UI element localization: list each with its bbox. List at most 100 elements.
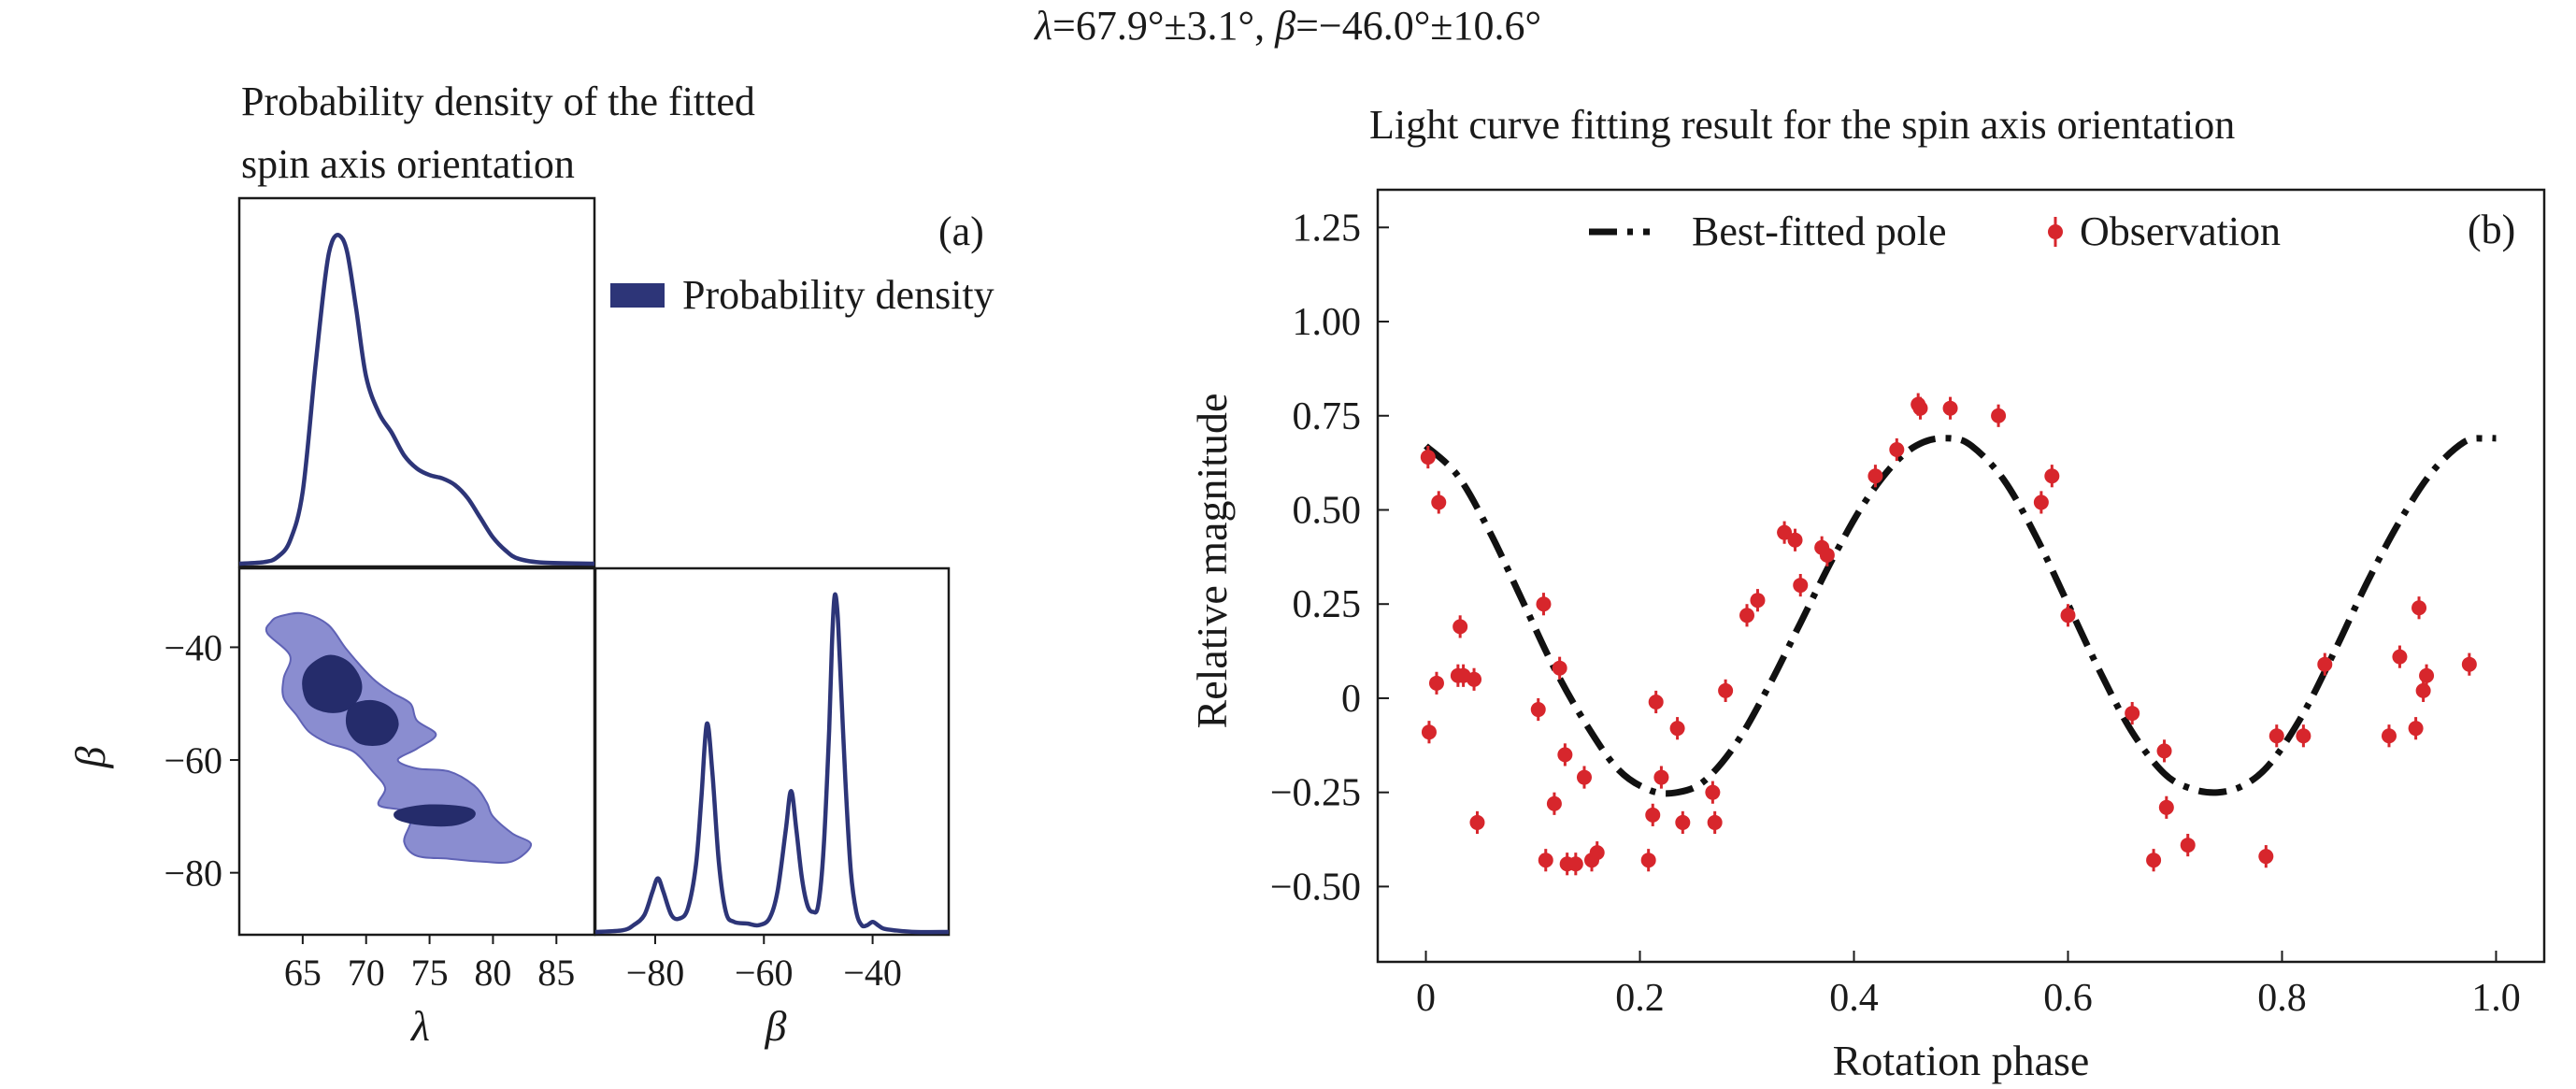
contour-inner-region-1 xyxy=(302,654,363,713)
beta-marginal-x-axis: −80 −60 −40 xyxy=(626,935,902,994)
observation-point xyxy=(1421,724,1437,740)
lightcurve-y-tick-label: −0.25 xyxy=(1270,772,1361,815)
observation-point xyxy=(1576,769,1592,785)
lambda-marginal-subplot xyxy=(237,196,596,568)
lightcurve-x-axis-label: Rotation phase xyxy=(1833,1037,2090,1084)
observation-point xyxy=(1942,400,1958,416)
observation-point xyxy=(1707,814,1723,830)
beta-marginal-x-axis-label: β xyxy=(765,1002,787,1050)
contour-y-tick-label: −60 xyxy=(164,739,222,781)
observation-point xyxy=(1589,845,1605,861)
observation-point xyxy=(2146,853,2162,868)
observation-point xyxy=(2408,721,2424,737)
lightcurve-x-tick-label: 0.2 xyxy=(1615,977,1665,1020)
suptitle: λ=67.9°±3.1°, β=−46.0°±10.6° xyxy=(1033,3,1541,49)
lightcurve-y-tick-label: 0.75 xyxy=(1293,395,1362,438)
contour-inner-region-2 xyxy=(345,699,399,746)
contour-y-tick-label: −40 xyxy=(164,626,222,668)
observation-point xyxy=(1546,795,1562,811)
legend-label-probability-density: Probability density xyxy=(682,272,995,318)
lightcurve-y-axis-label: Relative magnitude xyxy=(1188,394,1236,729)
contour-x-tick-label: 65 xyxy=(284,952,322,994)
legend-marker-observation xyxy=(2048,224,2063,239)
contour-x-axis: 65 70 75 80 85 xyxy=(284,935,575,994)
lambda-marginal-density-line xyxy=(238,233,595,566)
observation-points xyxy=(1420,393,2477,876)
lightcurve-y-tick-label: −0.50 xyxy=(1270,866,1361,909)
observation-point xyxy=(1557,747,1573,763)
observation-point xyxy=(1428,675,1444,691)
beta-marginal-x-tick-label: −60 xyxy=(735,952,794,994)
legend-label-best-fitted-pole: Best-fitted pole xyxy=(1692,208,1947,254)
panel-b-label: (b) xyxy=(2468,207,2515,252)
observation-point xyxy=(2158,799,2174,815)
observation-point xyxy=(1640,853,1656,868)
observation-point xyxy=(2060,608,2076,623)
lightcurve-x-tick-label: 0.4 xyxy=(1829,977,1879,1020)
legend-swatch-probability-density xyxy=(610,283,665,308)
observation-point xyxy=(1567,856,1583,872)
panel-b-title: Light curve fitting result for the spin … xyxy=(1369,102,2235,148)
contour-x-tick-label: 75 xyxy=(411,952,449,994)
panel-a-title-line-2: spin axis orientation xyxy=(241,141,575,187)
observation-point xyxy=(1420,450,1436,466)
panel-b: Light curve fitting result for the spin … xyxy=(1188,102,2546,1084)
observation-point xyxy=(1750,593,1766,609)
panel-a: Probability density of the fitted spin a… xyxy=(66,79,995,1050)
observation-point xyxy=(1530,702,1546,718)
lightcurve-y-tick-label: 0 xyxy=(1341,678,1361,721)
observation-point xyxy=(1868,468,1883,484)
best-fitted-pole-curve xyxy=(1424,435,2497,797)
observation-point xyxy=(1889,442,1905,458)
observation-point xyxy=(2392,649,2408,665)
observation-point xyxy=(1669,721,1685,737)
panel-a-title-line-1: Probability density of the fitted xyxy=(241,79,755,124)
suptitle-lambda-symbol: λ xyxy=(1033,3,1052,49)
suptitle-beta-value: =−46.0°±10.6° xyxy=(1295,3,1541,49)
lightcurve-x-tick-label: 0.8 xyxy=(2257,977,2307,1020)
observation-point xyxy=(1453,619,1468,635)
observation-point xyxy=(2419,667,2435,683)
lightcurve-y-axis: 1.25 1.00 0.75 0.50 0.25 0 −0.25 −0.50 xyxy=(1270,207,1389,909)
observation-point xyxy=(2156,743,2172,759)
contour-inner-region-3 xyxy=(394,804,476,827)
lightcurve-y-tick-label: 1.25 xyxy=(1293,207,1362,250)
observation-point xyxy=(2461,656,2477,672)
observation-point xyxy=(2125,706,2140,722)
observation-point xyxy=(1787,532,1803,548)
observation-point xyxy=(1718,682,1734,698)
observation-point xyxy=(1645,807,1661,823)
beta-marginal-subplot: −80 −60 −40 β xyxy=(594,566,951,1050)
contour-y-axis-label: β xyxy=(66,746,114,768)
observation-point xyxy=(1777,524,1793,540)
contour-x-axis-label: λ xyxy=(409,1002,430,1050)
lambda-marginal-frame xyxy=(237,196,596,568)
panel-b-plot-frame xyxy=(1376,188,2546,964)
suptitle-lambda-value: =67.9°±3.1°, xyxy=(1052,3,1275,49)
observation-point xyxy=(2044,468,2060,484)
observation-point xyxy=(2415,682,2431,698)
observation-point xyxy=(1648,694,1664,709)
contour-x-tick-label: 70 xyxy=(348,952,385,994)
contour-y-tick-label: −80 xyxy=(164,853,222,895)
observation-point xyxy=(1819,547,1835,563)
beta-marginal-x-tick-label: −80 xyxy=(626,952,685,994)
lightcurve-y-tick-label: 0.25 xyxy=(1293,583,1362,626)
beta-marginal-density-line xyxy=(594,592,950,935)
contour-x-tick-label: 85 xyxy=(537,952,575,994)
lightcurve-y-tick-label: 0.50 xyxy=(1293,489,1362,532)
panel-a-label: (a) xyxy=(938,208,984,254)
observation-point xyxy=(2317,656,2333,672)
observation-point xyxy=(2268,728,2284,744)
observation-point xyxy=(1912,400,1928,416)
beta-marginal-frame xyxy=(594,566,951,937)
observation-point xyxy=(1467,671,1482,687)
observation-point xyxy=(2411,600,2427,616)
observation-point xyxy=(1469,814,1485,830)
observation-point xyxy=(1675,814,1691,830)
contour-x-tick-label: 80 xyxy=(474,952,511,994)
observation-point xyxy=(2296,728,2311,744)
observation-point xyxy=(2258,849,2274,865)
observation-point xyxy=(2381,728,2397,744)
